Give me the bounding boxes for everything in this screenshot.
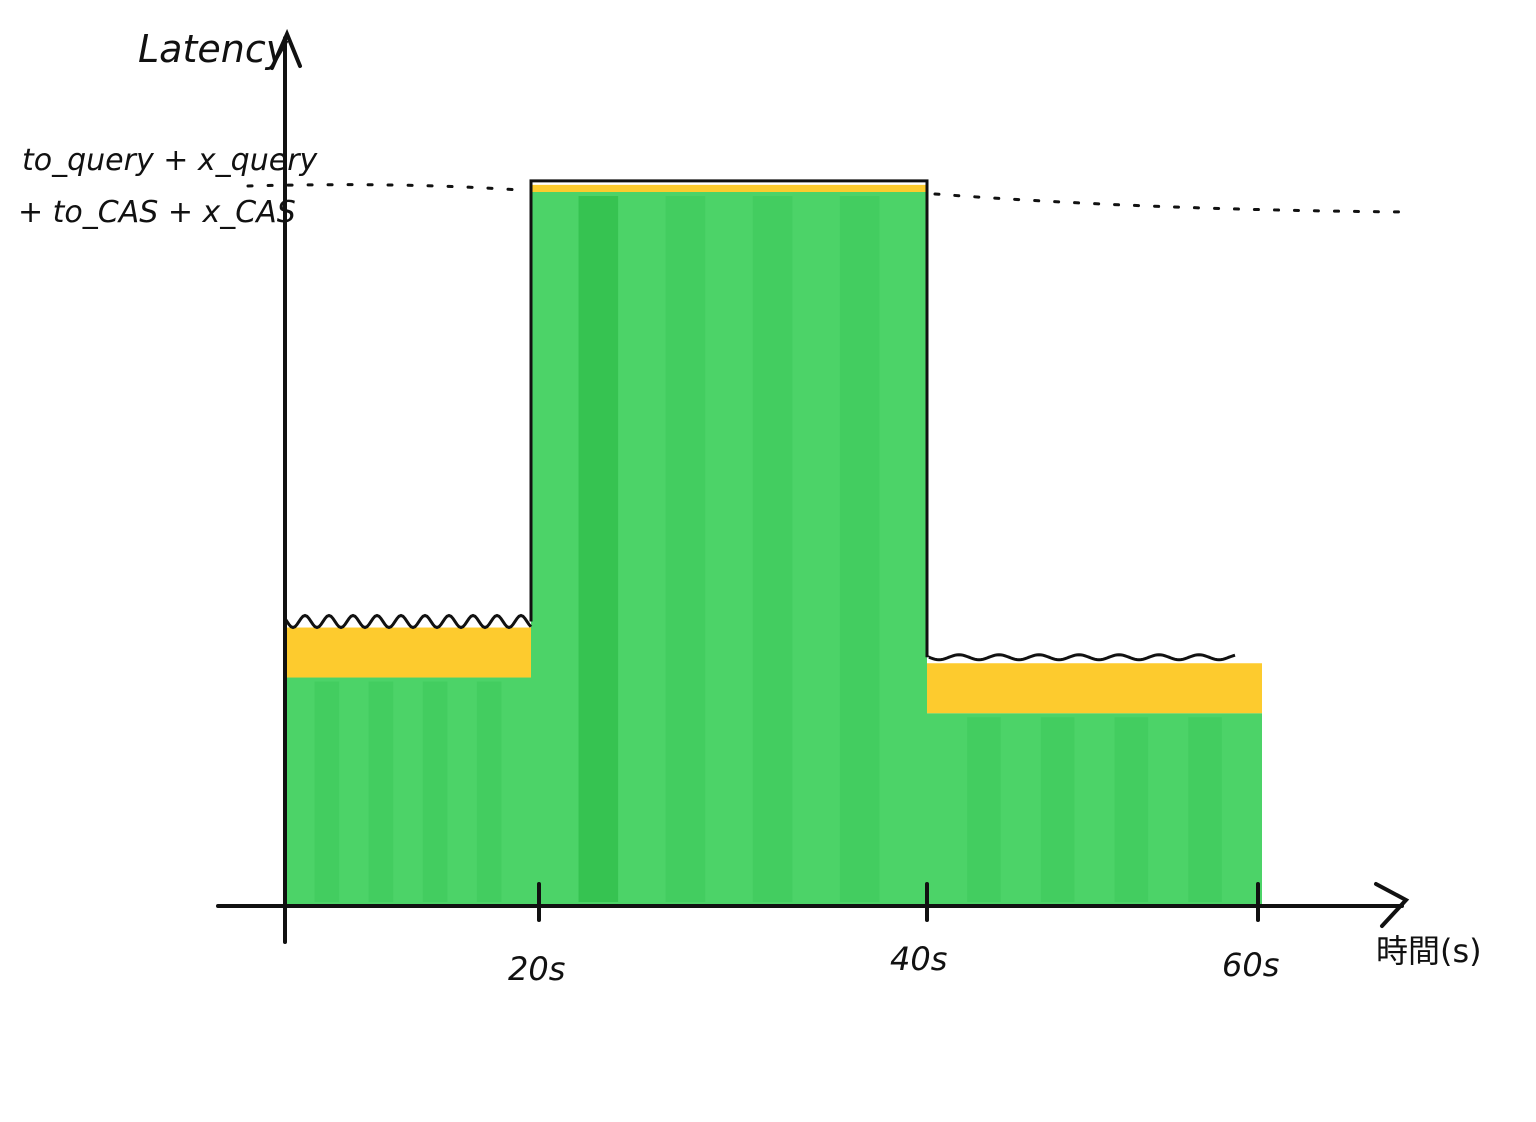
bar-base-1-streak-0 — [578, 196, 619, 902]
bar-base-2-streak-0 — [967, 717, 1001, 902]
bar-base-0-streak-2 — [422, 681, 448, 902]
bar-base-2-streak-1 — [1040, 717, 1075, 902]
bar-overhead-0 — [285, 627, 531, 678]
y-axis-label: Latency — [138, 27, 289, 71]
bar-base-0-streak-3 — [476, 681, 502, 902]
bar-base-0-streak-1 — [368, 681, 394, 902]
bar-base-1-streak-1 — [665, 196, 706, 902]
x-tick-label-60s: 60s — [1222, 946, 1279, 984]
x-axis-arrowhead — [1374, 882, 1410, 928]
threshold-label-line2: + to_CAS + x_CAS — [18, 195, 296, 230]
bar-overhead-2 — [927, 663, 1262, 714]
bar-base-2 — [927, 713, 1262, 906]
latency-line-step — [529, 179, 929, 658]
threshold-label-line1: to_query + x_query — [22, 143, 319, 178]
threshold-dotted-line — [246, 183, 1412, 214]
latency-line-seg2 — [927, 653, 1236, 662]
bar-overhead-1 — [531, 184, 927, 192]
bar-base-1-streak-3 — [839, 196, 880, 902]
bar-base-1-streak-2 — [752, 196, 793, 902]
bar-base-2-streak-2 — [1114, 717, 1149, 902]
bar-base-0 — [285, 677, 531, 906]
latency-line-seg0 — [285, 613, 533, 630]
bar-base-0-streak-0 — [314, 681, 340, 902]
overlay-layer — [216, 28, 1412, 944]
bar-base-2-streak-3 — [1188, 717, 1222, 902]
x-tick-label-20s: 20s — [508, 950, 565, 988]
x-axis-label: 時間(s) — [1376, 932, 1482, 970]
bars-layer — [285, 184, 1262, 906]
x-tick-label-40s: 40s — [890, 940, 947, 978]
y-axis-arrowhead — [270, 28, 302, 70]
